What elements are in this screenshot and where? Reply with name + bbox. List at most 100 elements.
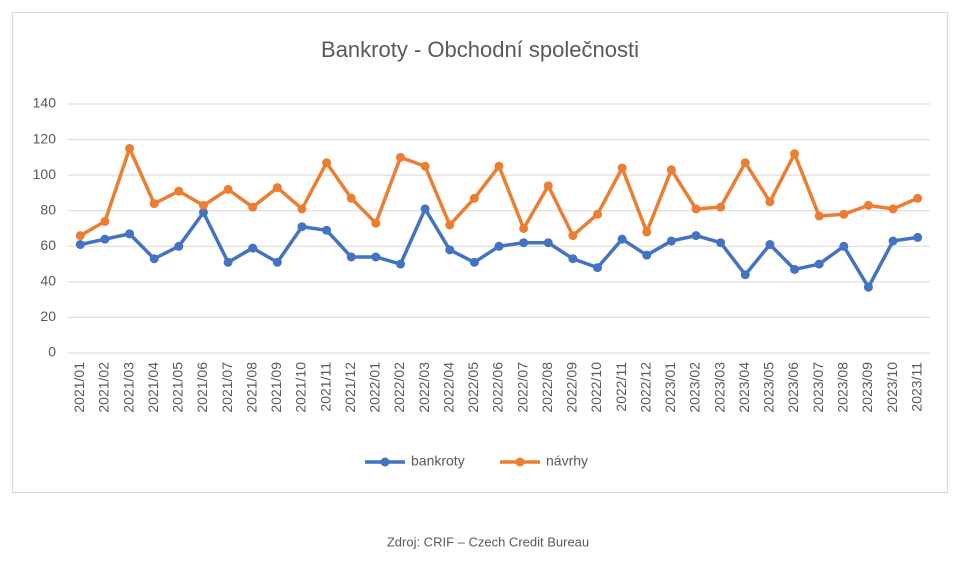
x-tick-label: 2023/03 — [711, 362, 727, 413]
data-point — [125, 229, 135, 239]
data-point — [888, 236, 898, 246]
y-tick-label: 40 — [40, 273, 56, 289]
data-point — [642, 227, 652, 237]
data-point — [100, 234, 110, 244]
x-tick-label: 2022/09 — [564, 362, 580, 413]
data-point — [814, 211, 824, 221]
data-point — [223, 184, 233, 194]
data-point — [765, 240, 775, 250]
data-point — [420, 204, 430, 214]
x-tick-label: 2021/05 — [170, 362, 186, 413]
data-point — [174, 241, 184, 251]
data-point — [272, 183, 282, 193]
data-point — [617, 163, 627, 173]
legend-marker — [515, 457, 525, 467]
x-tick-label: 2022/12 — [637, 362, 653, 413]
data-point — [642, 250, 652, 260]
x-tick-label: 2022/03 — [416, 362, 432, 413]
data-point — [790, 264, 800, 274]
x-tick-label: 2022/01 — [367, 362, 383, 413]
x-tick-label: 2023/10 — [884, 362, 900, 413]
source-note: Zdroj: CRIF – Czech Credit Bureau — [387, 534, 589, 549]
x-tick-label: 2023/07 — [810, 362, 826, 413]
data-point — [691, 204, 701, 214]
data-point — [445, 245, 455, 255]
x-tick-label: 2021/06 — [194, 362, 210, 413]
x-tick-label: 2022/11 — [613, 362, 629, 412]
data-point — [568, 254, 578, 264]
data-point — [839, 209, 849, 219]
data-point — [593, 209, 603, 219]
x-tick-label: 2021/10 — [293, 362, 309, 413]
data-point — [395, 152, 405, 162]
x-tick-label: 2021/09 — [268, 362, 284, 413]
data-point — [420, 161, 430, 171]
x-tick-label: 2023/02 — [687, 362, 703, 413]
data-point — [814, 259, 824, 269]
y-tick-label: 140 — [33, 95, 57, 111]
data-point — [248, 243, 258, 253]
data-point — [223, 257, 233, 267]
x-tick-label: 2023/08 — [835, 362, 851, 413]
data-point — [322, 225, 332, 235]
x-tick-label: 2022/02 — [391, 362, 407, 413]
data-point — [322, 158, 332, 168]
data-point — [863, 200, 873, 210]
data-point — [469, 257, 479, 267]
legend-label: návrhy — [546, 453, 588, 469]
data-point — [198, 207, 208, 217]
x-tick-label: 2021/04 — [145, 362, 161, 413]
data-point — [913, 193, 923, 203]
legend-marker — [380, 457, 390, 467]
data-point — [445, 220, 455, 230]
data-point — [543, 238, 553, 248]
x-tick-label: 2021/07 — [219, 362, 235, 413]
data-point — [371, 252, 381, 262]
x-tick-label: 2023/05 — [761, 362, 777, 413]
data-point — [839, 241, 849, 251]
x-tick-label: 2022/08 — [539, 362, 555, 413]
data-point — [75, 240, 85, 250]
x-tick-label: 2022/04 — [440, 362, 456, 413]
x-tick-label: 2021/12 — [342, 362, 358, 413]
data-point — [297, 222, 307, 232]
data-point — [888, 204, 898, 214]
x-tick-label: 2022/07 — [514, 362, 530, 413]
data-point — [716, 202, 726, 212]
data-point — [765, 197, 775, 207]
data-point — [395, 259, 405, 269]
data-point — [371, 218, 381, 228]
x-tick-label: 2023/06 — [785, 362, 801, 413]
y-tick-label: 20 — [40, 308, 56, 324]
x-tick-label: 2021/11 — [317, 362, 333, 412]
data-point — [863, 282, 873, 292]
data-point — [174, 186, 184, 196]
data-point — [617, 234, 627, 244]
data-point — [494, 241, 504, 251]
chart-frame — [12, 12, 948, 493]
x-tick-label: 2022/10 — [588, 362, 604, 413]
data-point — [740, 158, 750, 168]
data-point — [494, 161, 504, 171]
data-point — [272, 257, 282, 267]
y-tick-label: 0 — [48, 344, 56, 360]
data-point — [149, 199, 159, 209]
x-tick-label: 2021/08 — [243, 362, 259, 413]
data-point — [149, 254, 159, 264]
y-tick-label: 100 — [33, 166, 57, 182]
data-point — [125, 143, 135, 153]
data-point — [75, 231, 85, 241]
data-point — [790, 149, 800, 159]
data-point — [740, 270, 750, 280]
data-point — [913, 232, 923, 242]
data-point — [691, 231, 701, 241]
data-point — [519, 224, 529, 233]
x-tick-label: 2023/09 — [859, 362, 875, 413]
data-point — [666, 165, 676, 175]
data-point — [198, 200, 208, 210]
y-tick-label: 80 — [40, 201, 56, 217]
x-tick-label: 2022/05 — [465, 362, 481, 413]
data-point — [297, 204, 307, 214]
x-tick-label: 2023/11 — [908, 362, 924, 412]
